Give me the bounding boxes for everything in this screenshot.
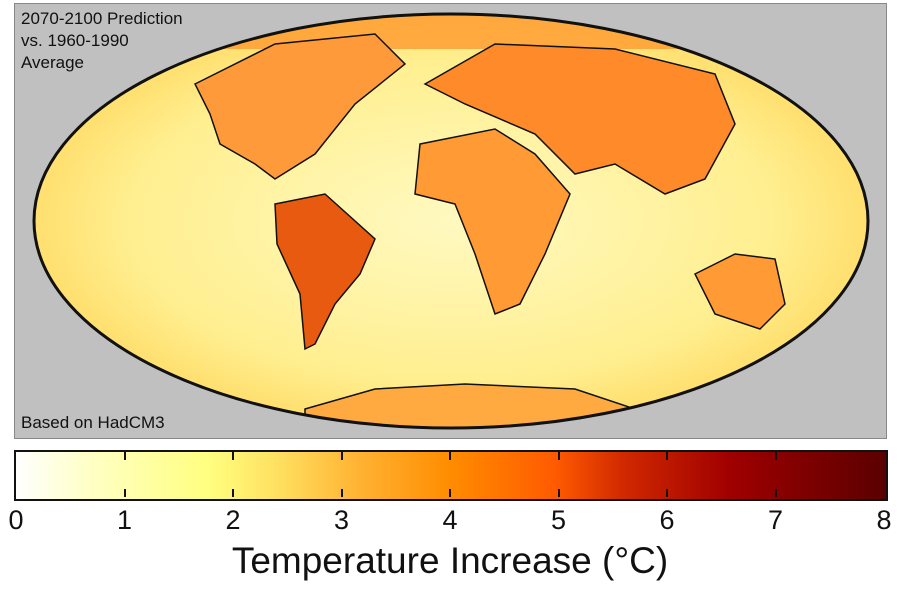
colorbar-tick-label: 2 bbox=[225, 505, 241, 535]
colorbar-tick-label: 7 bbox=[767, 505, 784, 535]
colorbar-tick-label: 5 bbox=[550, 505, 567, 535]
antarctica bbox=[304, 383, 636, 428]
map-panel: 2070-2100 Prediction vs. 1960-1990 Avera… bbox=[14, 3, 887, 439]
colorbar-tick-mark bbox=[340, 452, 343, 460]
colorbar-tick-label: 1 bbox=[116, 505, 133, 535]
australia bbox=[693, 253, 786, 330]
colorbar-tick-mark bbox=[123, 452, 126, 460]
colorbar-tick-label: 3 bbox=[333, 505, 350, 535]
south-america bbox=[274, 193, 376, 351]
source-note: Based on HadCM3 bbox=[21, 413, 165, 432]
colorbar-tick-mark bbox=[232, 489, 234, 497]
colorbar-tick-mark bbox=[123, 489, 126, 497]
map-title-line: 2070-2100 Prediction bbox=[21, 9, 183, 28]
colorbar bbox=[14, 450, 888, 501]
globe-outline bbox=[32, 12, 870, 430]
colorbar-tick-mark bbox=[449, 452, 451, 460]
colorbar-tick-label: 8 bbox=[876, 505, 892, 535]
europe-asia bbox=[423, 43, 736, 195]
colorbar-tick-mark bbox=[449, 489, 451, 497]
map-title-line: Average bbox=[21, 53, 85, 72]
colorbar-tick-label: 0 bbox=[8, 505, 24, 535]
africa bbox=[414, 128, 571, 315]
colorbar-tick-mark bbox=[557, 489, 560, 497]
colorbar-tick-mark bbox=[666, 452, 668, 460]
colorbar-tick-label: 4 bbox=[442, 505, 458, 535]
north-america bbox=[193, 33, 407, 180]
world-map bbox=[32, 12, 870, 430]
colorbar-tick-mark bbox=[666, 489, 668, 497]
colorbar-tick-mark bbox=[774, 489, 777, 497]
colorbar-label: Temperature Increase (°C) bbox=[231, 540, 669, 581]
map-title-line: vs. 1960-1990 bbox=[21, 31, 129, 50]
colorbar-tick-mark bbox=[557, 452, 560, 460]
colorbar-tick-mark bbox=[774, 452, 777, 460]
colorbar-tick-mark bbox=[340, 489, 343, 497]
colorbar-tick-label: 6 bbox=[659, 505, 675, 535]
colorbar-tick-mark bbox=[232, 452, 234, 460]
map-title: 2070-2100 Prediction vs. 1960-1990 Avera… bbox=[21, 8, 183, 74]
